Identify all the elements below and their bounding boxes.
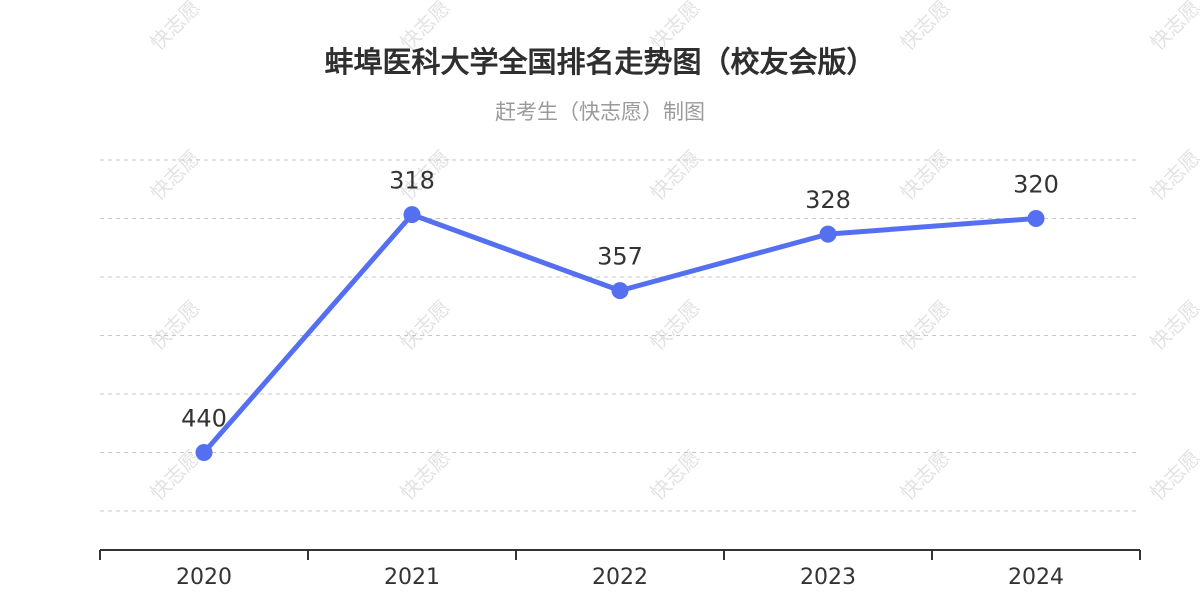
data-label: 357: [597, 243, 643, 271]
data-point: [611, 282, 629, 300]
watermark-text: 快志愿: [145, 145, 204, 204]
data-label: 320: [1013, 171, 1059, 199]
chart-subtitle: 赶考生（快志愿）制图: [495, 100, 705, 124]
x-tick-label: 2022: [592, 565, 648, 590]
watermark-text: 快志愿: [895, 145, 954, 204]
watermark-text: 快志愿: [1145, 445, 1200, 504]
data-label: 328: [805, 186, 851, 214]
x-axis: 2020 2021 2022 2023 2024: [99, 549, 1141, 590]
watermark-text: 快志愿: [645, 295, 704, 354]
watermark-text: 快志愿: [1145, 0, 1200, 55]
data-point: [819, 225, 837, 243]
series-layer: [195, 206, 1045, 461]
chart-title: 蚌埠医科大学全国排名走势图（校友会版）: [324, 45, 875, 79]
data-point: [195, 444, 213, 461]
data-label: 318: [389, 167, 435, 195]
watermark-text: 快志愿: [645, 445, 704, 504]
x-tick-label: 2020: [176, 565, 232, 590]
watermark-text: 快志愿: [1145, 145, 1200, 204]
x-tick-label: 2024: [1008, 565, 1064, 590]
watermark-text: 快志愿: [895, 445, 954, 504]
gridlines: [100, 159, 1140, 512]
x-tick-label: 2023: [800, 565, 856, 590]
watermark-text: 快志愿: [395, 295, 454, 354]
watermark-text: 快志愿: [895, 0, 954, 55]
watermark-text: 快志愿: [145, 0, 204, 55]
data-label: 440: [181, 405, 227, 433]
watermark-text: 快志愿: [1145, 295, 1200, 354]
watermark-text: 快志愿: [395, 445, 454, 504]
watermark-text: 快志愿: [645, 145, 704, 204]
data-point: [403, 206, 421, 224]
watermark-text: 快志愿: [145, 295, 204, 354]
watermark-text: 快志愿: [895, 295, 954, 354]
data-point: [1027, 210, 1045, 227]
x-tick-label: 2021: [384, 565, 440, 590]
data-labels: 440 318 357 328 320: [181, 167, 1059, 433]
